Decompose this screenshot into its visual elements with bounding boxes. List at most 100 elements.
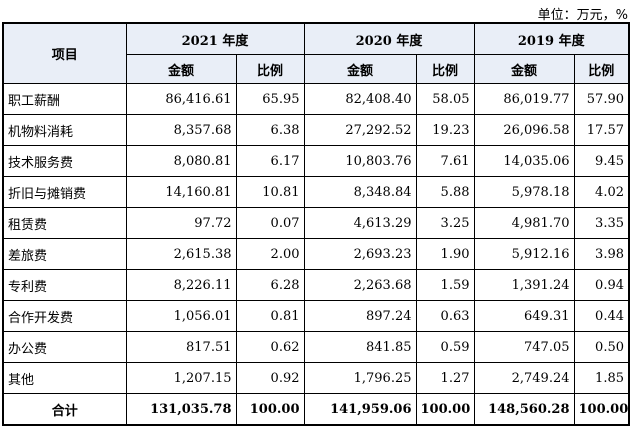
cell-ratio-2020: 3.25 bbox=[415, 207, 475, 239]
table-row: 折旧与摊销费 14,160.81 10.81 8,348.84 5.88 5,9… bbox=[2, 176, 630, 208]
table-row: 其他 1,207.15 0.92 1,796.25 1.27 2,749.24 … bbox=[2, 362, 630, 394]
header-year-2020: 2020 年度 bbox=[303, 22, 475, 55]
expense-table: 项目 2021 年度 2020 年度 2019 年度 金额 比例 金额 比例 金… bbox=[2, 22, 630, 426]
cell-ratio-2021: 0.62 bbox=[235, 331, 305, 363]
cell-ratio-2019: 0.94 bbox=[573, 269, 630, 301]
cell-ratio-2020: 1.59 bbox=[415, 269, 475, 301]
header-ratio: 比例 bbox=[415, 54, 475, 84]
cell-ratio-2020: 19.23 bbox=[415, 114, 475, 146]
cell-amount-2019: 86,019.77 bbox=[473, 83, 575, 115]
table-row: 差旅费 2,615.38 2.00 2,693.23 1.90 5,912.16… bbox=[2, 238, 630, 270]
cell-amount-2019: 649.31 bbox=[473, 300, 575, 332]
cell-amount-2019: 4,981.70 bbox=[473, 207, 575, 239]
table-row: 职工薪酬 86,416.61 65.95 82,408.40 58.05 86,… bbox=[2, 83, 630, 115]
cell-amount-2020: 897.24 bbox=[303, 300, 417, 332]
cell-amount-2019: 26,096.58 bbox=[473, 114, 575, 146]
unit-note: 单位：万元，% bbox=[537, 8, 628, 23]
total-ratio-2021: 100.00 bbox=[235, 393, 305, 426]
table-row: 专利费 8,226.11 6.28 2,263.68 1.59 1,391.24… bbox=[2, 269, 630, 301]
header-amount: 金额 bbox=[125, 54, 237, 84]
cell-ratio-2019: 4.02 bbox=[573, 176, 630, 208]
row-label: 折旧与摊销费 bbox=[2, 176, 127, 208]
cell-ratio-2020: 0.63 bbox=[415, 300, 475, 332]
header-year-2019: 2019 年度 bbox=[473, 22, 630, 55]
cell-amount-2021: 97.72 bbox=[125, 207, 237, 239]
row-label: 专利费 bbox=[2, 269, 127, 301]
cell-amount-2019: 14,035.06 bbox=[473, 145, 575, 177]
cell-amount-2020: 4,613.29 bbox=[303, 207, 417, 239]
total-amount-2020: 141,959.06 bbox=[303, 393, 417, 426]
row-label: 租赁费 bbox=[2, 207, 127, 239]
cell-ratio-2021: 0.92 bbox=[235, 362, 305, 394]
cell-amount-2020: 10,803.76 bbox=[303, 145, 417, 177]
cell-ratio-2021: 6.28 bbox=[235, 269, 305, 301]
cell-amount-2021: 8,226.11 bbox=[125, 269, 237, 301]
total-ratio-2019: 100.00 bbox=[573, 393, 630, 426]
cell-amount-2021: 14,160.81 bbox=[125, 176, 237, 208]
header-amount: 金额 bbox=[473, 54, 575, 84]
cell-ratio-2021: 0.07 bbox=[235, 207, 305, 239]
table-row: 技术服务费 8,080.81 6.17 10,803.76 7.61 14,03… bbox=[2, 145, 630, 177]
cell-amount-2021: 8,080.81 bbox=[125, 145, 237, 177]
cell-amount-2019: 747.05 bbox=[473, 331, 575, 363]
header-ratio: 比例 bbox=[573, 54, 630, 84]
cell-amount-2021: 86,416.61 bbox=[125, 83, 237, 115]
header-amount: 金额 bbox=[303, 54, 417, 84]
total-label: 合计 bbox=[2, 393, 127, 426]
cell-ratio-2020: 1.27 bbox=[415, 362, 475, 394]
cell-ratio-2021: 10.81 bbox=[235, 176, 305, 208]
cell-ratio-2019: 0.50 bbox=[573, 331, 630, 363]
cell-ratio-2020: 5.88 bbox=[415, 176, 475, 208]
cell-amount-2021: 1,056.01 bbox=[125, 300, 237, 332]
cell-ratio-2021: 2.00 bbox=[235, 238, 305, 270]
cell-amount-2020: 82,408.40 bbox=[303, 83, 417, 115]
cell-amount-2020: 2,693.23 bbox=[303, 238, 417, 270]
table-row: 机物料消耗 8,357.68 6.38 27,292.52 19.23 26,0… bbox=[2, 114, 630, 146]
total-amount-2021: 131,035.78 bbox=[125, 393, 237, 426]
cell-ratio-2019: 9.45 bbox=[573, 145, 630, 177]
header-year-2021: 2021 年度 bbox=[125, 22, 305, 55]
cell-ratio-2021: 0.81 bbox=[235, 300, 305, 332]
cell-ratio-2019: 57.90 bbox=[573, 83, 630, 115]
cell-amount-2020: 8,348.84 bbox=[303, 176, 417, 208]
cell-ratio-2019: 3.98 bbox=[573, 238, 630, 270]
row-label: 职工薪酬 bbox=[2, 83, 127, 115]
cell-amount-2019: 2,749.24 bbox=[473, 362, 575, 394]
cell-ratio-2020: 7.61 bbox=[415, 145, 475, 177]
cell-ratio-2021: 6.17 bbox=[235, 145, 305, 177]
cell-ratio-2020: 58.05 bbox=[415, 83, 475, 115]
row-label: 其他 bbox=[2, 362, 127, 394]
cell-ratio-2019: 17.57 bbox=[573, 114, 630, 146]
row-label: 办公费 bbox=[2, 331, 127, 363]
cell-ratio-2019: 3.35 bbox=[573, 207, 630, 239]
header-item: 项目 bbox=[2, 22, 127, 84]
cell-ratio-2019: 1.85 bbox=[573, 362, 630, 394]
row-label: 合作开发费 bbox=[2, 300, 127, 332]
row-label: 机物料消耗 bbox=[2, 114, 127, 146]
cell-amount-2020: 27,292.52 bbox=[303, 114, 417, 146]
cell-amount-2020: 1,796.25 bbox=[303, 362, 417, 394]
total-amount-2019: 148,560.28 bbox=[473, 393, 575, 426]
cell-amount-2021: 1,207.15 bbox=[125, 362, 237, 394]
total-ratio-2020: 100.00 bbox=[415, 393, 475, 426]
total-row: 合计 131,035.78 100.00 141,959.06 100.00 1… bbox=[2, 393, 630, 426]
cell-amount-2020: 2,263.68 bbox=[303, 269, 417, 301]
cell-ratio-2021: 6.38 bbox=[235, 114, 305, 146]
cell-amount-2020: 841.85 bbox=[303, 331, 417, 363]
cell-amount-2019: 1,391.24 bbox=[473, 269, 575, 301]
cell-amount-2019: 5,978.18 bbox=[473, 176, 575, 208]
header-ratio: 比例 bbox=[235, 54, 305, 84]
cell-amount-2021: 8,357.68 bbox=[125, 114, 237, 146]
table-row: 合作开发费 1,056.01 0.81 897.24 0.63 649.31 0… bbox=[2, 300, 630, 332]
row-label: 技术服务费 bbox=[2, 145, 127, 177]
cell-ratio-2019: 0.44 bbox=[573, 300, 630, 332]
table-row: 租赁费 97.72 0.07 4,613.29 3.25 4,981.70 3.… bbox=[2, 207, 630, 239]
table-row: 办公费 817.51 0.62 841.85 0.59 747.05 0.50 bbox=[2, 331, 630, 363]
cell-ratio-2021: 65.95 bbox=[235, 83, 305, 115]
cell-amount-2021: 817.51 bbox=[125, 331, 237, 363]
cell-ratio-2020: 0.59 bbox=[415, 331, 475, 363]
cell-ratio-2020: 1.90 bbox=[415, 238, 475, 270]
cell-amount-2019: 5,912.16 bbox=[473, 238, 575, 270]
cell-amount-2021: 2,615.38 bbox=[125, 238, 237, 270]
row-label: 差旅费 bbox=[2, 238, 127, 270]
